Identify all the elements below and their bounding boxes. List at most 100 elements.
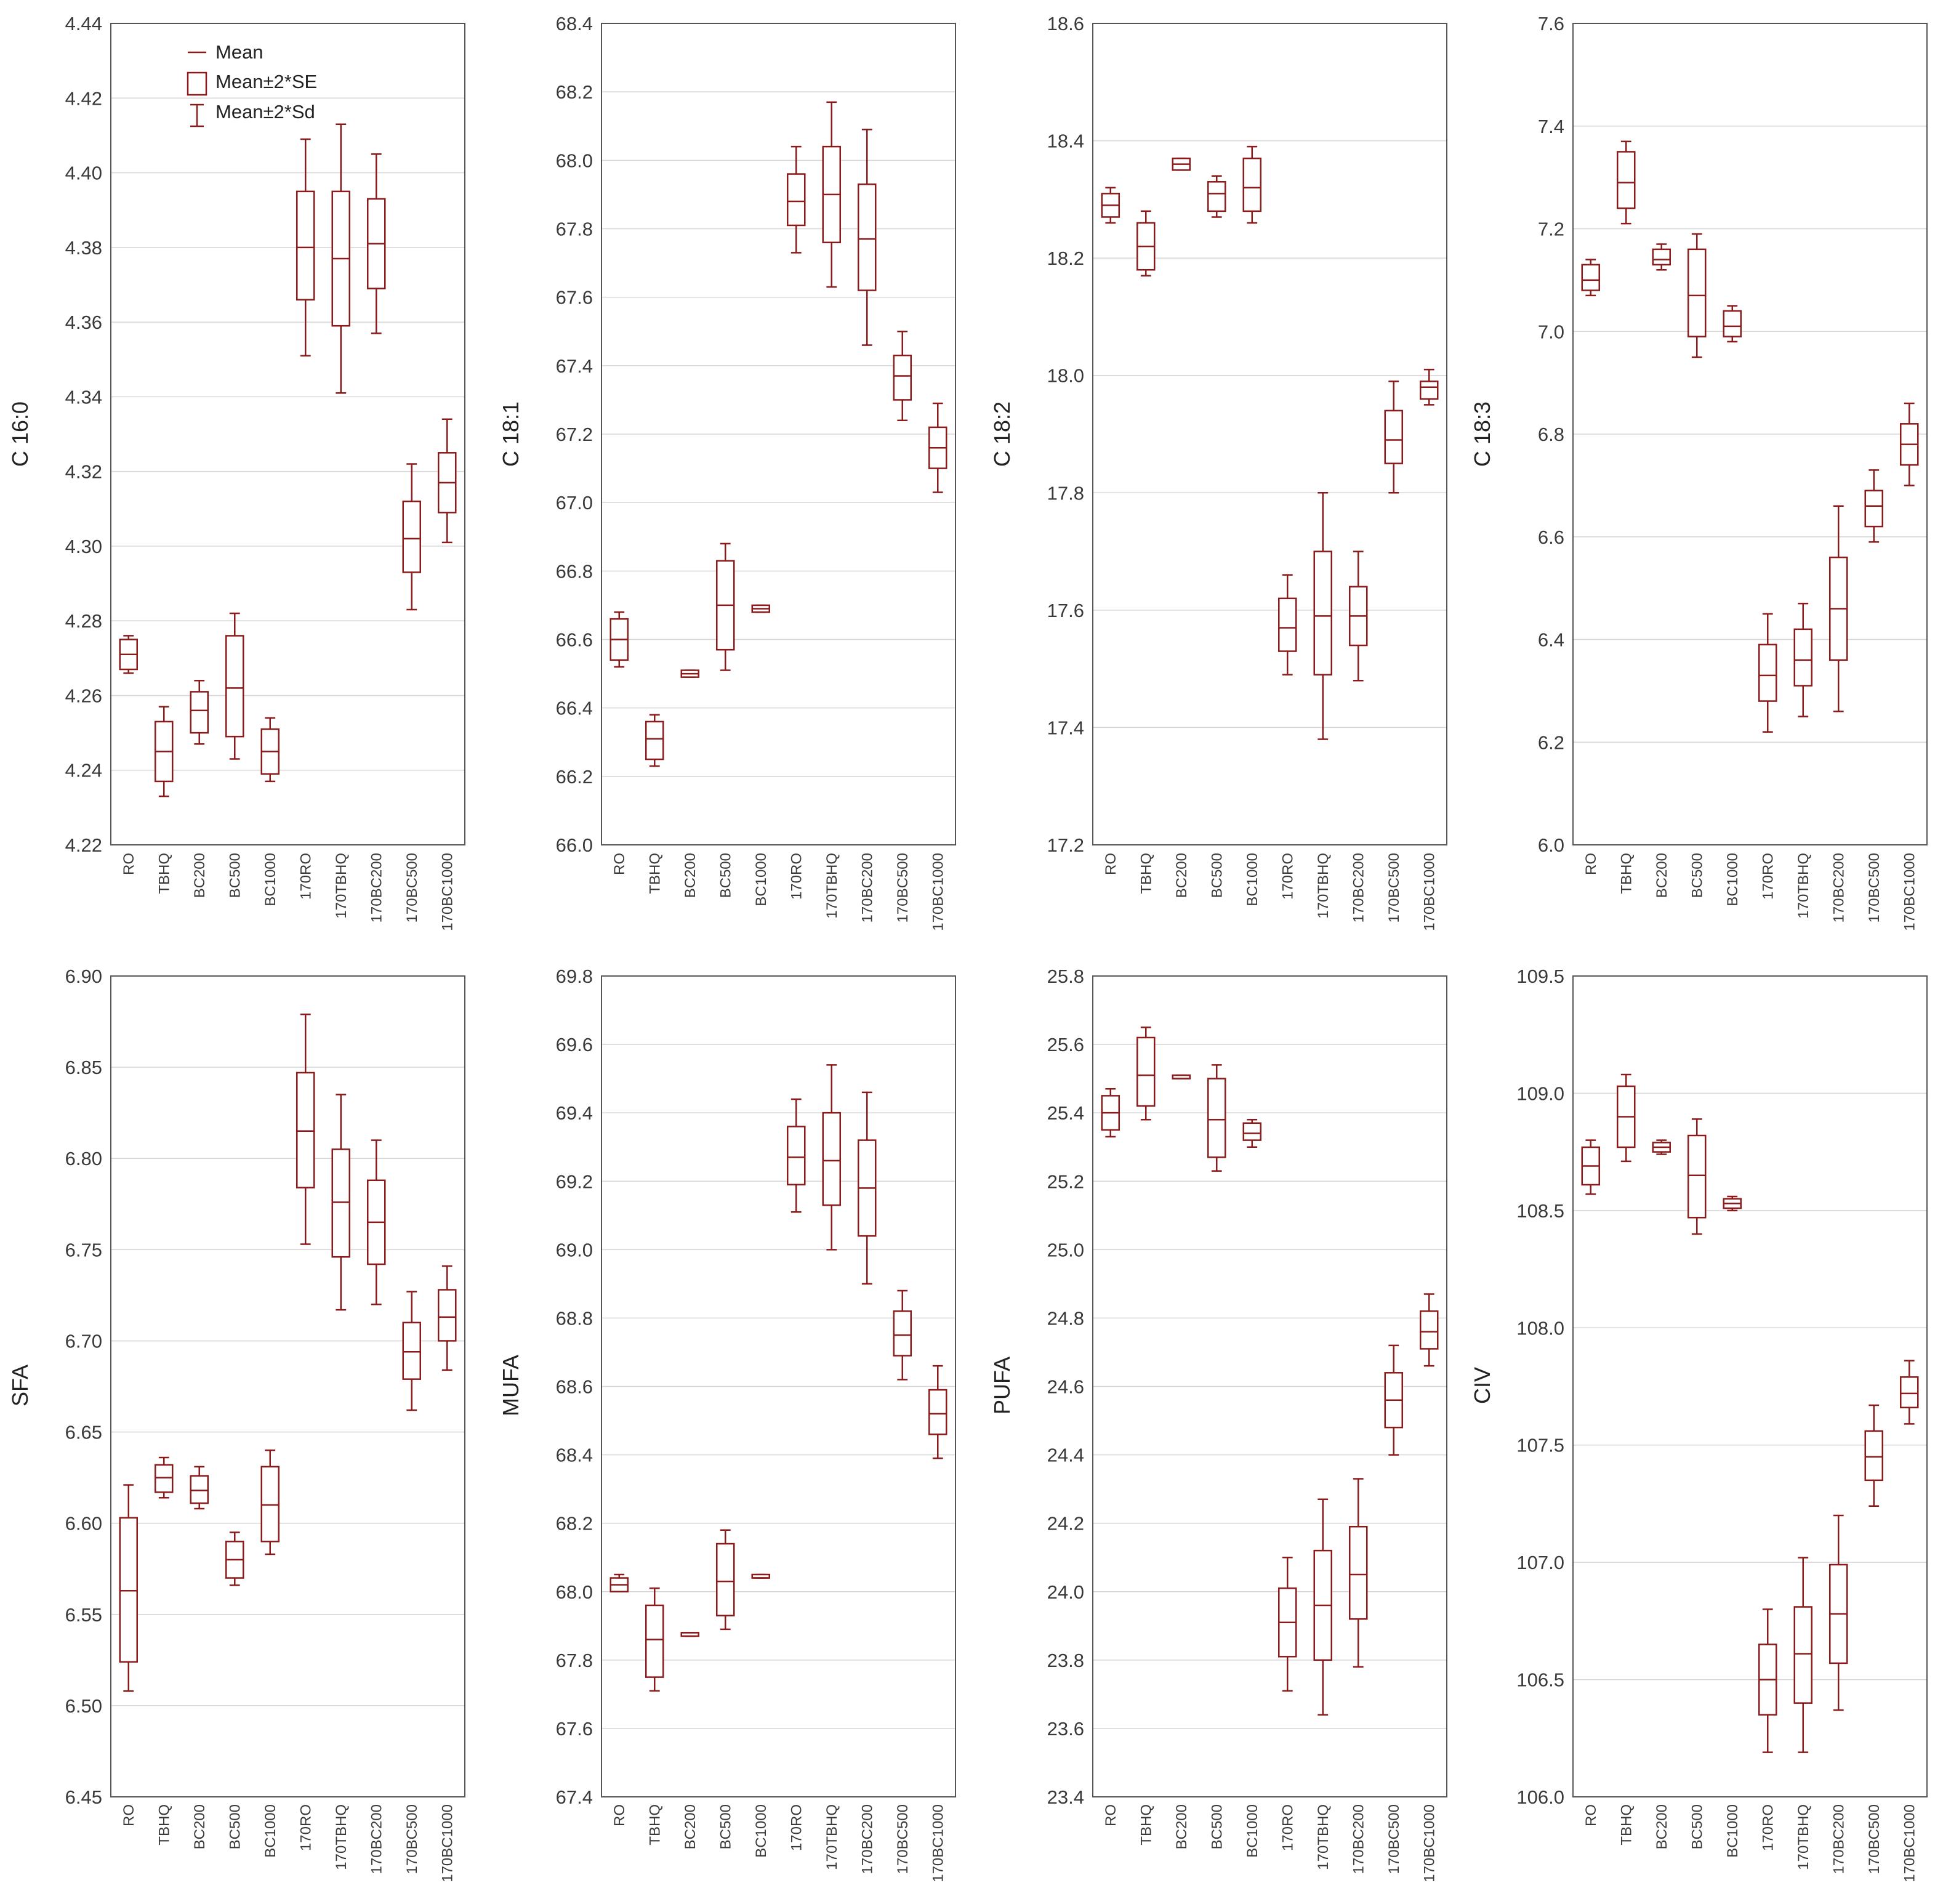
y-tick-label: 67.2 (556, 424, 593, 445)
se-box (1207, 181, 1226, 212)
y-tick-label: 17.2 (1047, 834, 1084, 856)
se-box (1420, 380, 1439, 400)
se-box (645, 720, 664, 760)
se-box (858, 183, 877, 291)
y-tick-label: 4.36 (65, 312, 102, 333)
legend-se-swatch (187, 71, 207, 96)
category-label: 170BC1000 (930, 1804, 946, 1882)
box-TBHQ (1136, 210, 1156, 276)
category-label: BC200 (191, 1804, 208, 1849)
legend-sd-label: Mean±2*Sd (215, 101, 315, 123)
box-BC200 (680, 669, 699, 678)
box-170BC1000 (1900, 402, 1919, 486)
box-RO (119, 635, 138, 674)
se-box (716, 1543, 735, 1616)
category-label: BC1000 (262, 1804, 279, 1858)
plot-frame (110, 23, 465, 845)
box-170BC200 (858, 1091, 877, 1285)
box-BC200 (190, 679, 209, 745)
y-tick-label: 68.6 (556, 1376, 593, 1398)
y-tick-label: 68.8 (556, 1307, 593, 1329)
category-label: BC200 (1173, 853, 1190, 898)
se-box (1652, 248, 1671, 266)
category-label: 170BC1000 (1901, 853, 1918, 931)
legend-mean-label: Mean (215, 41, 263, 63)
y-tick-label: 66.8 (556, 560, 593, 582)
box-BC200 (1652, 1139, 1671, 1155)
box-BC1000 (1242, 1119, 1261, 1148)
category-label: 170BC1000 (439, 853, 456, 931)
category-label: 170BC200 (1350, 1804, 1367, 1874)
y-axis-title: C 18:3 (1470, 401, 1495, 467)
y-tick-label: 4.22 (65, 834, 102, 856)
category-label: 170BC500 (1386, 853, 1402, 922)
se-box (893, 1310, 912, 1357)
se-box (645, 1604, 664, 1678)
y-tick-label: 67.4 (556, 1786, 593, 1808)
se-box (438, 1289, 457, 1342)
y-tick-label: 4.32 (65, 461, 102, 483)
se-box (296, 190, 315, 301)
y-tick-label: 69.6 (556, 1034, 593, 1055)
y-tick-label: 7.6 (1538, 13, 1564, 34)
panel-1: 4.22 4.24 4.26 4.28 4.30 4.32 4.34 4.36 4.38 4.40… (7, 13, 465, 931)
category-label: 170RO (788, 1804, 805, 1851)
y-axis-title: C 16:0 (7, 401, 33, 467)
y-tick-label: 6.2 (1538, 732, 1564, 753)
box-170BC200 (858, 129, 877, 346)
y-tick-label: 18.2 (1047, 248, 1084, 269)
category-label: 170BC200 (1350, 853, 1367, 922)
y-tick-label: 68.4 (556, 13, 593, 34)
se-box (822, 1111, 841, 1206)
se-box (1242, 157, 1261, 212)
y-tick-label: 25.6 (1047, 1034, 1084, 1055)
box-BC200 (1172, 1074, 1191, 1079)
se-box (1242, 1122, 1261, 1141)
y-tick-label: 109.0 (1516, 1083, 1564, 1104)
box-170BC200 (367, 153, 386, 334)
y-tick-label: 24.2 (1047, 1513, 1084, 1535)
y-tick-label: 6.4 (1538, 629, 1564, 651)
legend-se-label: Mean±2*SE (215, 71, 317, 92)
se-box (1793, 1606, 1812, 1704)
category-label: TBHQ (1138, 1804, 1154, 1846)
category-label: 170BC1000 (1421, 1804, 1438, 1882)
category-label: BC200 (1654, 853, 1670, 898)
se-box (402, 500, 421, 573)
box-170BC1000 (1420, 1293, 1439, 1367)
box-TBHQ (645, 714, 664, 767)
y-tick-label: 4.40 (65, 163, 102, 184)
se-box (1349, 1525, 1368, 1620)
panel-4: 6.0 6.2 6.4 6.6 6.8 7.0 7.2 7.4 7.6 C 18:3 RO TBHQ B… (1470, 13, 1928, 931)
category-label: BC200 (1173, 1804, 1190, 1849)
category-label: 170TBHQ (1795, 1804, 1812, 1870)
se-box (331, 1148, 350, 1258)
category-label: BC500 (1689, 853, 1705, 898)
category-label: BC500 (717, 1804, 734, 1849)
y-tick-label: 107.0 (1516, 1552, 1564, 1573)
y-tick-label: 17.4 (1047, 717, 1084, 738)
se-box (787, 1126, 806, 1186)
se-box (260, 1466, 280, 1543)
box-RO (1581, 259, 1600, 297)
se-box (119, 1517, 138, 1663)
plot-frame (601, 975, 956, 1797)
se-box (190, 1475, 209, 1504)
y-tick-label: 68.4 (556, 1445, 593, 1466)
y-tick-label: 6.65 (65, 1422, 102, 1443)
se-box (190, 691, 209, 734)
box-170BC500 (402, 1291, 421, 1411)
box-170TBHQ (1313, 1498, 1332, 1716)
box-TBHQ (155, 706, 174, 797)
box-170RO (1758, 613, 1777, 733)
se-box (1864, 1430, 1883, 1482)
box-BC200 (680, 1632, 699, 1637)
box-170BC500 (1384, 380, 1403, 494)
y-tick-label: 24.4 (1047, 1445, 1084, 1466)
y-tick-label: 67.6 (556, 287, 593, 309)
category-label: 170BC1000 (1901, 1804, 1918, 1882)
category-label: 170BC200 (859, 853, 875, 922)
y-tick-label: 108.5 (1516, 1200, 1564, 1222)
y-tick-label: 4.44 (65, 13, 102, 34)
category-label: BC200 (1654, 1804, 1670, 1849)
